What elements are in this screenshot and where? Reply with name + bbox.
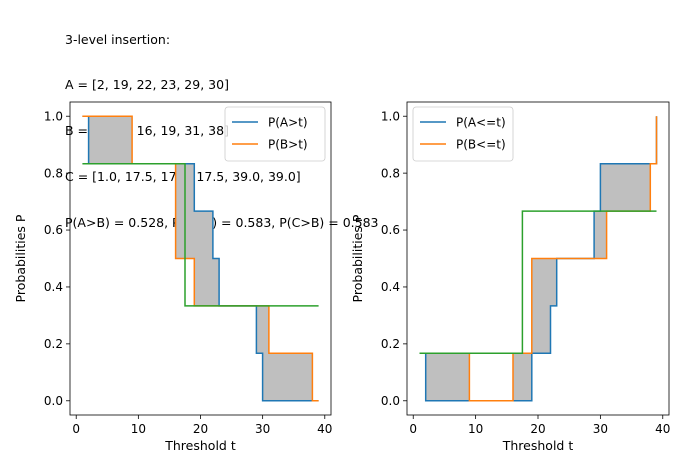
series-line-p-b-t- bbox=[82, 115, 319, 402]
legend: P(A>t) P(B>t) bbox=[224, 106, 326, 162]
x-tick-label: 0 bbox=[72, 422, 80, 436]
legend: P(A<=t) P(B<=t) bbox=[412, 106, 514, 162]
y-tick-label: 1.0 bbox=[44, 109, 63, 123]
y-tick-label: 1.0 bbox=[381, 109, 400, 123]
chart-panel-1: 0 10 20 30 40 0.0 0.2 0.4 0.6 0.8 1.0 Threshold t Pr… bbox=[13, 101, 332, 453]
y-tick-label: 0.8 bbox=[381, 166, 400, 180]
y-tick-label: 0.4 bbox=[44, 280, 63, 294]
x-tick-label: 30 bbox=[255, 422, 270, 436]
x-tick-label: 20 bbox=[193, 422, 208, 436]
title-line-2: A = [2, 19, 22, 23, 29, 30] bbox=[65, 77, 229, 93]
y-tick-label: 0.2 bbox=[44, 337, 63, 351]
legend-label: P(A>t) bbox=[268, 115, 308, 129]
x-tick-label: 20 bbox=[530, 422, 545, 436]
y-tick-label: 0.2 bbox=[381, 337, 400, 351]
y-tick-label: 0.6 bbox=[44, 223, 63, 237]
y-tick-label: 0.0 bbox=[44, 394, 63, 408]
x-axis-label: Threshold t bbox=[502, 438, 574, 453]
y-tick-label: 0.0 bbox=[381, 394, 400, 408]
legend-box bbox=[224, 106, 326, 162]
y-tick-label: 0.6 bbox=[381, 223, 400, 237]
x-tick-label: 10 bbox=[131, 422, 146, 436]
x-tick-label: 40 bbox=[655, 422, 670, 436]
x-tick-label: 30 bbox=[593, 422, 608, 436]
series-line-c-2 bbox=[82, 162, 319, 307]
y-axis-label: Probabilities P bbox=[13, 214, 28, 302]
legend-label: P(B>t) bbox=[268, 137, 308, 151]
y-tick-label: 0.4 bbox=[381, 280, 400, 294]
shaded-difference-area bbox=[82, 116, 319, 401]
chart-panel-2: 0 10 20 30 40 0.0 0.2 0.4 0.6 0.8 1.0 Threshold t Pr… bbox=[350, 101, 670, 453]
x-tick-label: 10 bbox=[468, 422, 483, 436]
x-axis-label: Threshold t bbox=[164, 438, 236, 453]
x-tick-label: 40 bbox=[317, 422, 332, 436]
chart-title: 3-level insertion: A = [2, 19, 22, 23, 2… bbox=[65, 1, 379, 246]
legend-box bbox=[412, 106, 514, 162]
legend-label: P(A<=t) bbox=[456, 115, 506, 129]
y-tick-label: 0.8 bbox=[44, 166, 63, 180]
legend-label: P(B<=t) bbox=[456, 137, 506, 151]
y-axis-label: Probabilities P bbox=[350, 214, 365, 302]
series-line-p-b-t- bbox=[419, 116, 658, 402]
series-line-p-a-t- bbox=[419, 116, 658, 402]
series-line-c-2 bbox=[419, 210, 657, 355]
title-line-1: 3-level insertion: bbox=[65, 31, 171, 47]
x-tick-label: 0 bbox=[409, 422, 417, 436]
